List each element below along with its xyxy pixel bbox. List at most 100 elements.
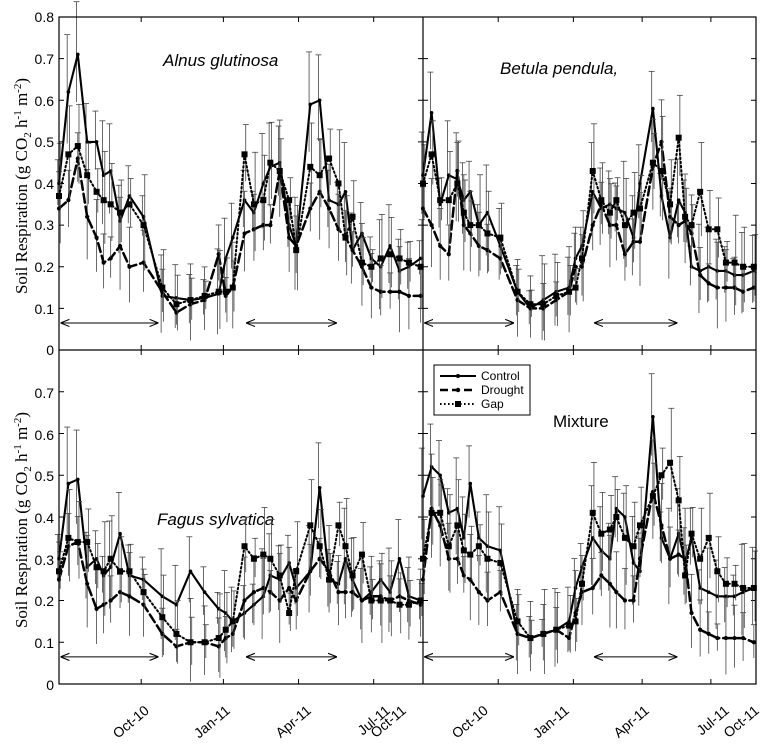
- data-point-gap: [527, 301, 534, 308]
- data-point-control: [85, 140, 89, 144]
- data-point-gap: [260, 197, 267, 204]
- data-point-gap: [658, 168, 665, 175]
- data-point-drought: [108, 256, 113, 261]
- data-point-gap: [658, 472, 665, 479]
- data-point-gap: [405, 259, 412, 266]
- ylabel-part: m: [12, 93, 31, 110]
- data-point-gap: [342, 234, 349, 241]
- data-point-drought: [308, 206, 313, 211]
- data-point-gap: [484, 230, 491, 237]
- data-point-gap: [740, 584, 747, 591]
- data-point-drought: [287, 235, 292, 240]
- ylabel-part: -1: [12, 110, 24, 119]
- legend-label-gap: Gap: [481, 397, 504, 411]
- data-point-drought: [406, 293, 412, 298]
- data-point-gap: [107, 201, 114, 208]
- x-tick-label: Oct-10: [448, 702, 491, 741]
- y-tick-label: 0.1: [35, 635, 55, 651]
- data-point-gap: [598, 197, 605, 204]
- data-point-drought: [732, 635, 737, 641]
- data-point-gap: [649, 159, 656, 166]
- data-point-drought: [676, 552, 681, 557]
- data-point-gap: [540, 301, 547, 308]
- data-point-gap: [630, 209, 637, 216]
- data-point-drought: [308, 569, 313, 574]
- ylabel-part: m: [12, 427, 31, 444]
- data-point-gap: [358, 259, 365, 266]
- data-point-gap: [675, 134, 682, 141]
- data-point-drought: [659, 523, 664, 528]
- data-point-drought: [637, 239, 643, 244]
- legend-marker-control: [456, 374, 460, 378]
- data-point-gap: [722, 259, 729, 266]
- data-point-gap: [467, 222, 474, 229]
- data-point-drought: [622, 598, 628, 603]
- data-point-gap: [437, 509, 444, 516]
- data-point-gap: [514, 618, 521, 625]
- data-point-drought: [101, 260, 106, 265]
- data-point-control: [202, 590, 207, 594]
- data-point-gap: [514, 288, 521, 295]
- data-point-gap: [229, 284, 236, 291]
- data-point-gap: [74, 143, 81, 150]
- data-point-drought: [741, 635, 746, 641]
- data-point-gap: [349, 213, 356, 220]
- data-point-drought: [268, 223, 273, 228]
- data-point-gap: [621, 222, 628, 229]
- data-point-gap: [126, 201, 133, 208]
- y-tick-label: 0.6: [35, 427, 55, 443]
- data-point-drought: [723, 285, 729, 290]
- data-point-gap: [445, 543, 452, 550]
- data-point-gap: [215, 635, 222, 642]
- data-point-drought: [251, 590, 257, 595]
- data-point-gap: [267, 555, 274, 562]
- legend-marker-drought: [455, 387, 461, 393]
- data-point-control: [676, 198, 681, 202]
- data-point-gap: [553, 292, 560, 299]
- data-point-gap: [750, 263, 757, 270]
- y-tick-label: 0.4: [35, 176, 55, 192]
- data-point-gap: [484, 555, 491, 562]
- y-tick-label: 0.4: [35, 510, 55, 526]
- data-point-drought: [242, 598, 247, 603]
- data-point-drought: [446, 252, 451, 257]
- data-point-gap: [527, 635, 534, 642]
- data-point-gap: [93, 188, 100, 195]
- data-point-gap: [428, 151, 435, 158]
- data-point-gap: [241, 151, 248, 158]
- data-point-gap: [454, 522, 461, 529]
- data-point-drought: [369, 285, 374, 290]
- data-point-drought: [607, 581, 613, 586]
- data-point-gap: [417, 597, 424, 604]
- data-point-gap: [396, 601, 403, 608]
- data-point-gap: [187, 297, 194, 304]
- data-point-drought: [85, 581, 90, 586]
- data-point-gap: [437, 197, 444, 204]
- data-point-gap: [286, 197, 293, 204]
- data-point-drought: [359, 598, 365, 603]
- data-point-drought: [723, 635, 729, 641]
- data-point-gap: [540, 630, 547, 637]
- series-line-drought: [421, 490, 756, 644]
- data-point-control: [75, 52, 80, 57]
- data-point-gap: [316, 172, 323, 179]
- series-line-gap: [58, 145, 422, 306]
- data-point-gap: [705, 534, 712, 541]
- data-point-gap: [460, 547, 467, 554]
- y-tick-label: 0.2: [35, 259, 55, 275]
- data-point-gap: [267, 159, 274, 166]
- data-point-gap: [606, 209, 613, 216]
- data-point-drought: [287, 585, 292, 591]
- data-point-gap: [497, 234, 504, 241]
- data-point-gap: [613, 514, 620, 520]
- y-tick-label: 0.3: [35, 552, 55, 568]
- data-point-gap: [454, 180, 461, 187]
- ylabel-part: h: [12, 119, 31, 132]
- data-point-drought: [127, 264, 132, 269]
- data-point-gap: [445, 197, 452, 204]
- ylabel-part: -2: [12, 84, 24, 93]
- data-point-gap: [222, 626, 229, 633]
- data-point-gap: [65, 151, 72, 158]
- data-point-control: [230, 235, 235, 240]
- data-point-drought: [438, 243, 443, 249]
